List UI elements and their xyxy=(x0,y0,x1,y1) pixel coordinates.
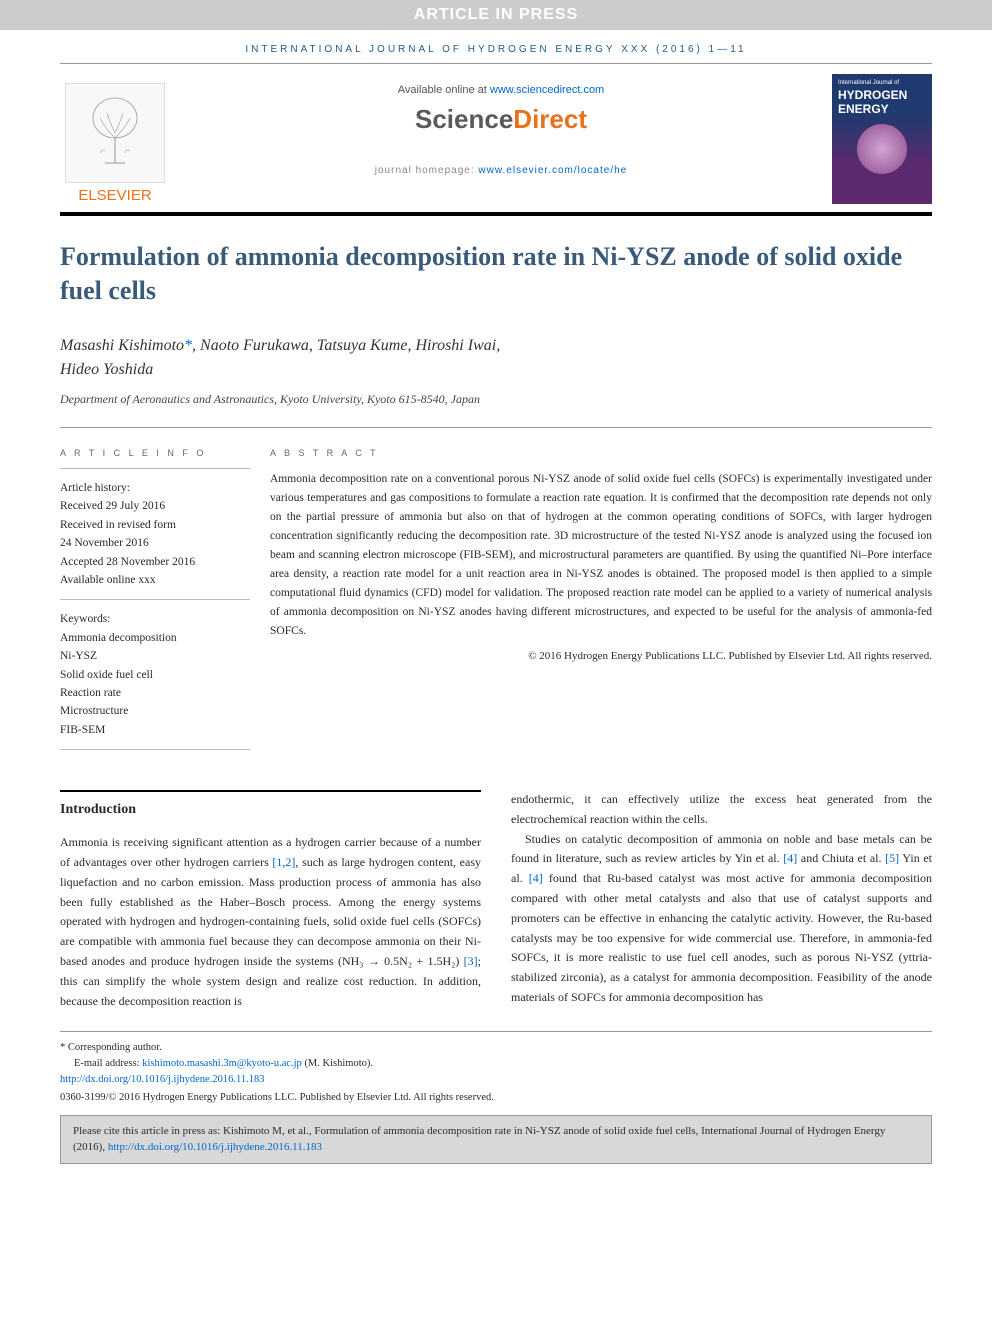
citation-box: Please cite this article in press as: Ki… xyxy=(60,1115,932,1164)
history-revised-2: 24 November 2016 xyxy=(60,534,250,552)
keyword: Microstructure xyxy=(60,702,250,720)
center-header: Available online at www.sciencedirect.co… xyxy=(170,74,832,176)
journal-cover-thumbnail[interactable]: International Journal of HYDROGEN ENERGY xyxy=(832,74,932,204)
history-received: Received 29 July 2016 xyxy=(60,497,250,515)
cite-doi-link[interactable]: http://dx.doi.org/10.1016/j.ijhydene.201… xyxy=(108,1141,322,1153)
doi-link[interactable]: http://dx.doi.org/10.1016/j.ijhydene.201… xyxy=(60,1074,264,1085)
abstract-copyright: © 2016 Hydrogen Energy Publications LLC.… xyxy=(270,647,932,665)
available-online: Available online at www.sciencedirect.co… xyxy=(170,84,832,96)
article-title: Formulation of ammonia decomposition rat… xyxy=(0,216,992,316)
article-history-block: Article history: Received 29 July 2016 R… xyxy=(60,468,250,599)
author-1: Masashi Kishimoto xyxy=(60,337,184,354)
elsevier-logo[interactable]: ELSEVIER xyxy=(60,74,170,204)
sd-science: Science xyxy=(415,104,513,134)
elsevier-text: ELSEVIER xyxy=(78,187,151,204)
affiliation: Department of Aeronautics and Astronauti… xyxy=(0,388,992,427)
doi-line: http://dx.doi.org/10.1016/j.ijhydene.201… xyxy=(60,1072,932,1088)
authors-rest-line1: , Naoto Furukawa, Tatsuya Kume, Hiroshi … xyxy=(192,337,500,354)
right-column: endothermic, it can effectively utilize … xyxy=(511,790,932,1011)
journal-reference-header: INTERNATIONAL JOURNAL OF HYDROGEN ENERGY… xyxy=(0,30,992,63)
email-label: E-mail address: xyxy=(74,1058,142,1069)
sciencedirect-url-link[interactable]: www.sciencedirect.com xyxy=(490,84,604,96)
intro-para-1: Ammonia is receiving significant attenti… xyxy=(60,833,481,1011)
issn-copyright: 0360-3199/© 2016 Hydrogen Energy Publica… xyxy=(60,1090,932,1106)
intro-para-cont: endothermic, it can effectively utilize … xyxy=(511,790,932,830)
sd-direct: Direct xyxy=(513,104,587,134)
intro-para-2: Studies on catalytic decomposition of am… xyxy=(511,830,932,1008)
footer-block: * Corresponding author. E-mail address: … xyxy=(60,1031,932,1105)
keyword: Ammonia decomposition xyxy=(60,629,250,647)
homepage-link[interactable]: www.elsevier.com/locate/he xyxy=(478,165,627,176)
intro-text: found that Ru-based catalyst was most ac… xyxy=(511,871,932,1004)
keywords-label: Keywords: xyxy=(60,610,250,628)
citation-link[interactable]: [1,2] xyxy=(272,855,295,869)
article-in-press-banner: ARTICLE IN PRESS xyxy=(0,0,992,30)
abstract-text: Ammonia decomposition rate on a conventi… xyxy=(270,470,932,641)
history-online: Available online xxx xyxy=(60,571,250,589)
available-prefix: Available online at xyxy=(398,84,490,96)
history-label: Article history: xyxy=(60,479,250,497)
sciencedirect-logo[interactable]: ScienceDirect xyxy=(170,104,832,135)
article-info-heading: A R T I C L E I N F O xyxy=(60,446,250,460)
elsevier-tree-icon xyxy=(65,83,165,183)
cover-energy: ENERGY xyxy=(838,102,926,116)
cover-small-title: International Journal of xyxy=(838,80,926,86)
citation-link[interactable]: [4] xyxy=(783,851,797,865)
citation-link[interactable]: [4] xyxy=(529,871,543,885)
author-last: Hideo Yoshida xyxy=(60,361,153,378)
email-suffix: (M. Kishimoto). xyxy=(302,1058,373,1069)
journal-homepage: journal homepage: www.elsevier.com/locat… xyxy=(170,165,832,176)
keyword: Ni-YSZ xyxy=(60,647,250,665)
keyword: Reaction rate xyxy=(60,684,250,702)
citation-link[interactable]: [3] xyxy=(464,954,478,968)
left-column: Introduction Ammonia is receiving signif… xyxy=(60,790,481,1011)
publisher-header: ELSEVIER Available online at www.science… xyxy=(60,63,932,216)
article-info: A R T I C L E I N F O Article history: R… xyxy=(60,446,270,750)
history-accepted: Accepted 28 November 2016 xyxy=(60,553,250,571)
keyword: FIB-SEM xyxy=(60,721,250,739)
info-abstract-row: A R T I C L E I N F O Article history: R… xyxy=(60,427,932,750)
email-line: E-mail address: kishimoto.masashi.3m@kyo… xyxy=(60,1056,932,1072)
introduction-heading: Introduction xyxy=(60,790,481,821)
keywords-block: Keywords: Ammonia decomposition Ni-YSZ S… xyxy=(60,599,250,750)
cover-graphic-icon xyxy=(857,124,907,174)
citation-link[interactable]: [5] xyxy=(885,851,899,865)
abstract-heading: A B S T R A C T xyxy=(270,446,932,461)
authors: Masashi Kishimoto*, Naoto Furukawa, Tats… xyxy=(0,316,992,388)
intro-text: , such as large hydrogen content, easy l… xyxy=(60,855,481,968)
corresponding-star: * xyxy=(184,337,192,354)
email-link[interactable]: kishimoto.masashi.3m@kyoto-u.ac.jp xyxy=(142,1058,302,1069)
intro-text: and Chiuta et al. xyxy=(797,851,885,865)
corresponding-author-note: * Corresponding author. xyxy=(60,1040,932,1056)
history-revised-1: Received in revised form xyxy=(60,516,250,534)
intro-text: endothermic, it can effectively utilize … xyxy=(511,792,932,826)
cover-hydrogen: HYDROGEN xyxy=(838,88,926,102)
keyword: Solid oxide fuel cell xyxy=(60,666,250,684)
abstract: A B S T R A C T Ammonia decomposition ra… xyxy=(270,446,932,750)
body-columns: Introduction Ammonia is receiving signif… xyxy=(60,790,932,1011)
homepage-label: journal homepage: xyxy=(375,165,479,176)
